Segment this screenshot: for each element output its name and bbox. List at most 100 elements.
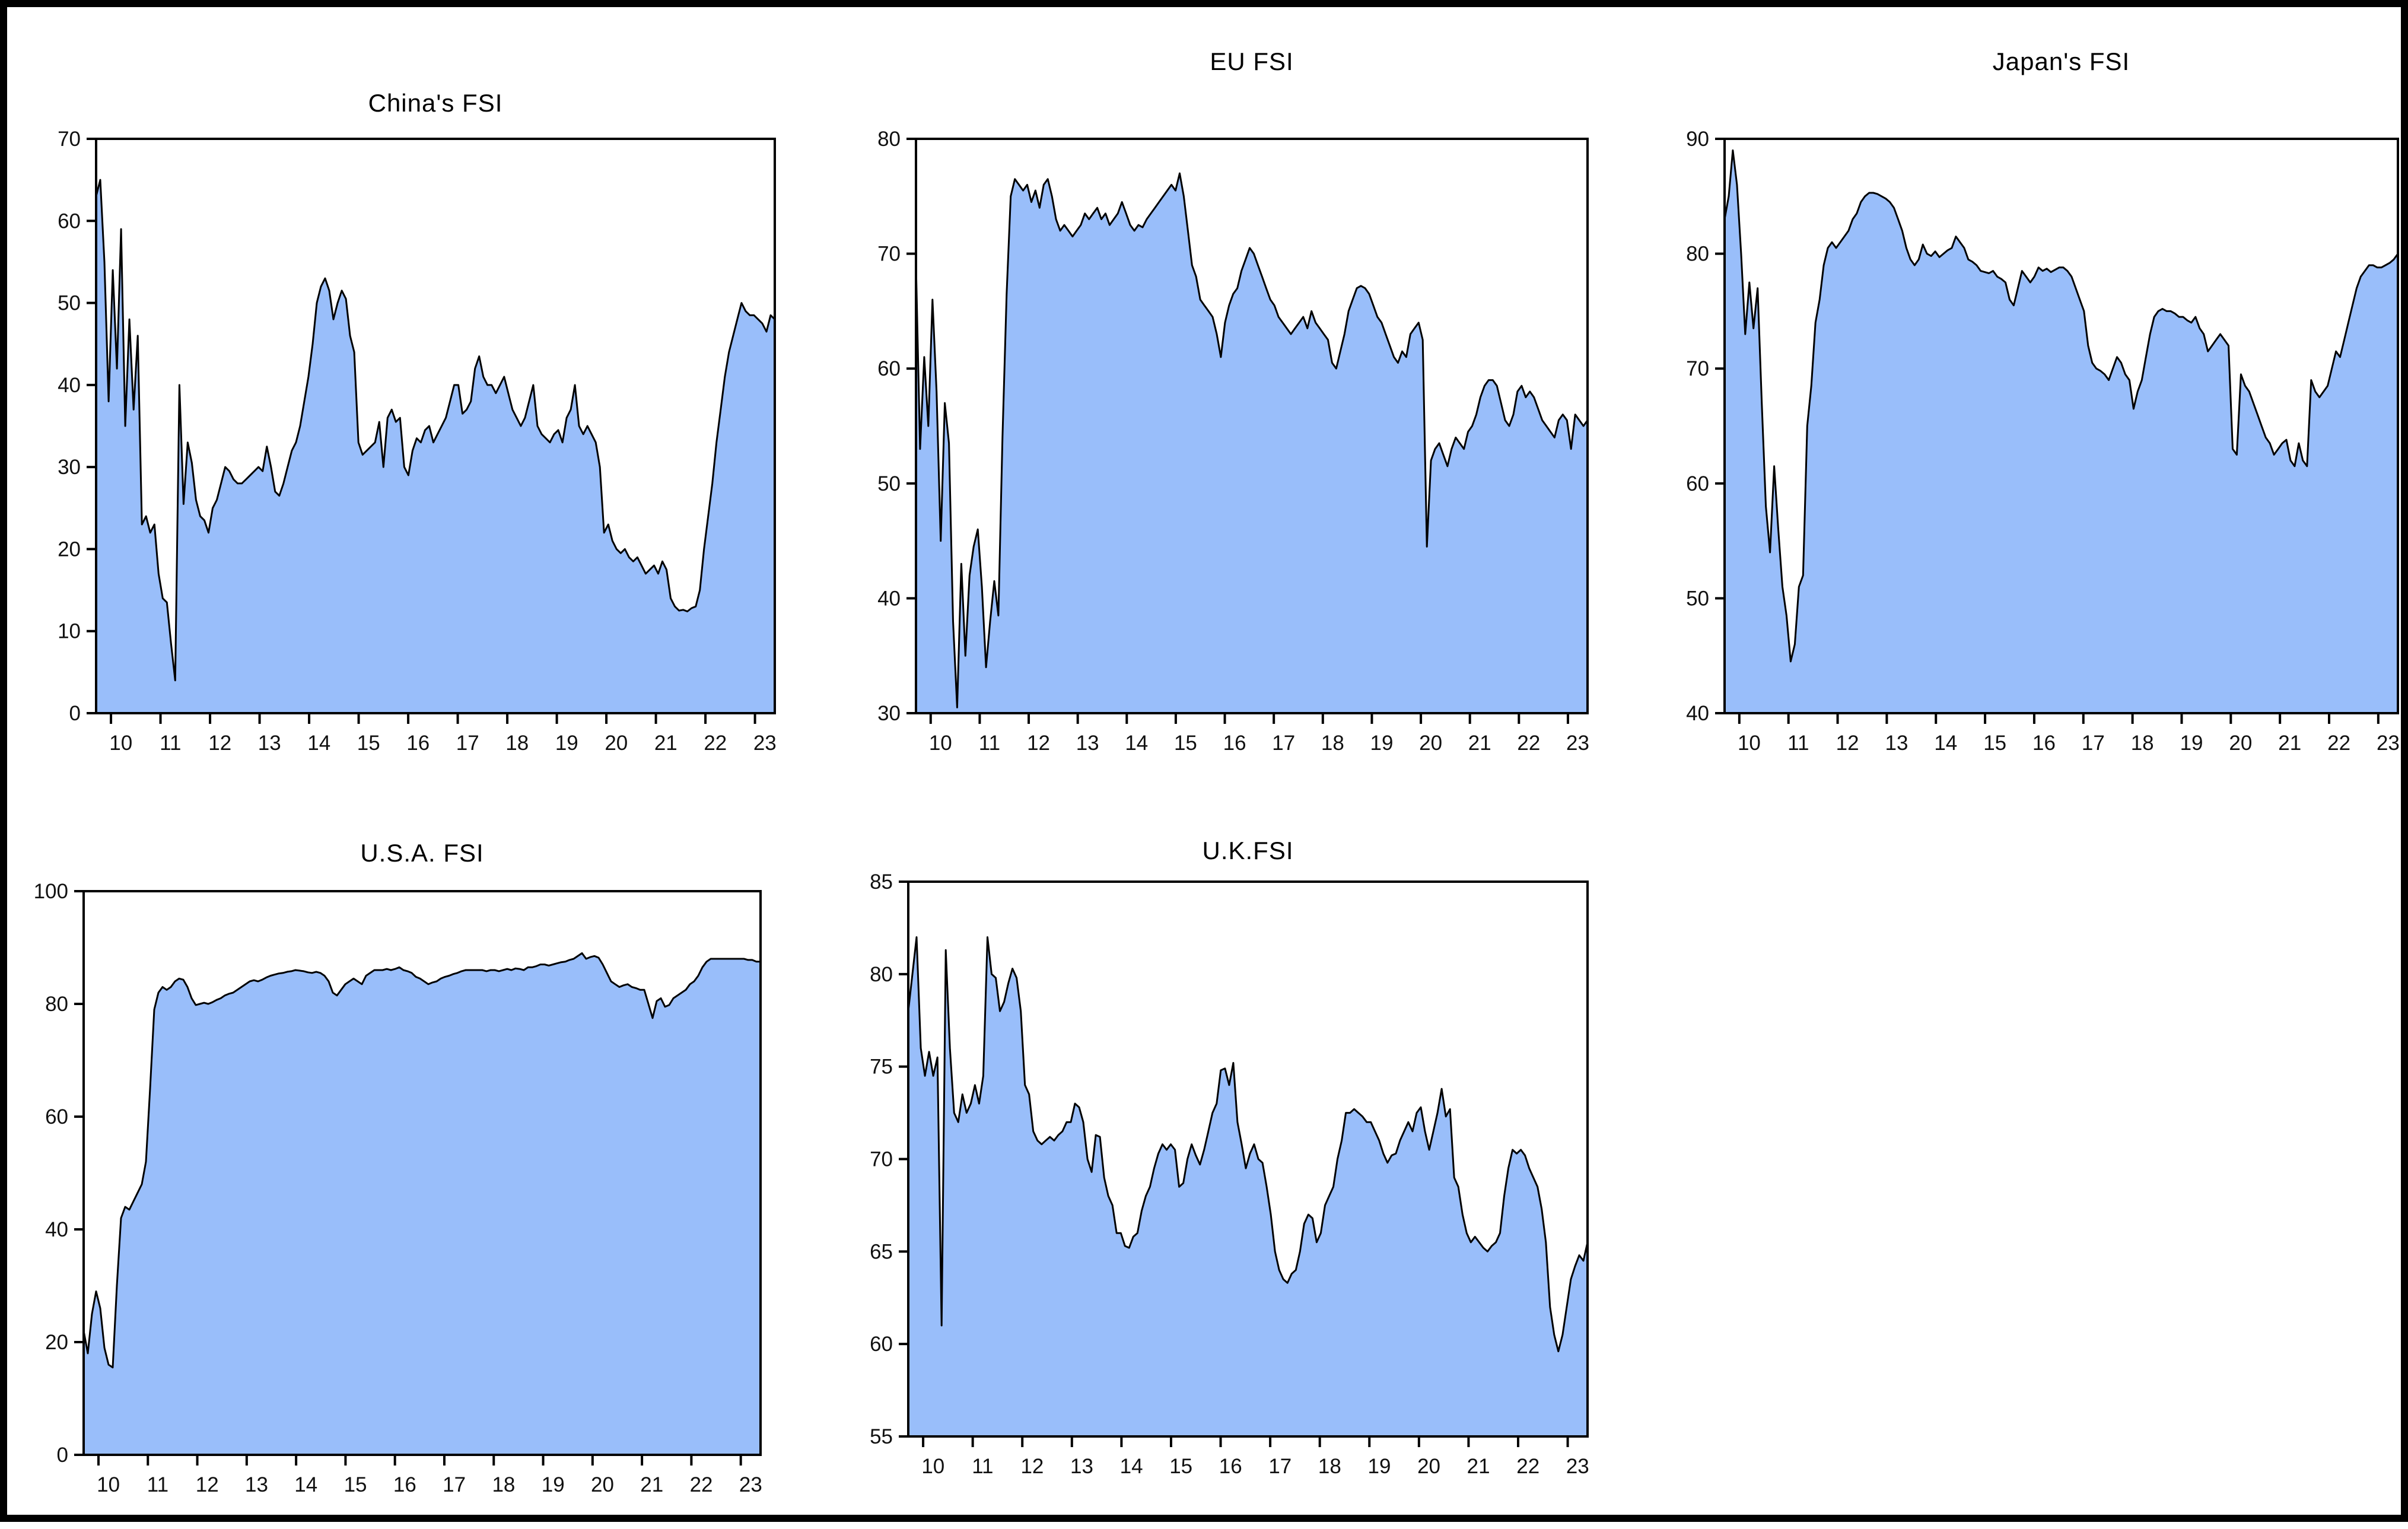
- svg-text:19: 19: [1368, 1455, 1391, 1478]
- chart-panel-japan-fsi: Japan's FSI 40 50 60 70 80 90 10 11 12 13 14 15 16 17…: [1662, 31, 2407, 796]
- svg-text:40: 40: [877, 587, 901, 610]
- svg-text:15: 15: [1174, 732, 1197, 755]
- usa-fsi-plot: 0 20 40 60 80 100 10 11 12 13 14 15 16 17 18 19 20 21 22 23: [34, 880, 762, 1496]
- svg-text:50: 50: [877, 472, 901, 495]
- svg-text:23: 23: [1566, 732, 1589, 755]
- svg-text:21: 21: [640, 1473, 663, 1496]
- svg-text:40: 40: [1686, 702, 1709, 725]
- svg-text:17: 17: [1268, 1455, 1292, 1478]
- svg-text:12: 12: [1836, 732, 1859, 755]
- svg-text:18: 18: [1321, 732, 1344, 755]
- svg-text:20: 20: [591, 1473, 614, 1496]
- svg-text:23: 23: [753, 732, 777, 755]
- svg-text:15: 15: [344, 1473, 367, 1496]
- svg-text:19: 19: [555, 732, 578, 755]
- svg-text:17: 17: [443, 1473, 466, 1496]
- svg-text:14: 14: [1120, 1455, 1143, 1478]
- svg-text:22: 22: [2327, 732, 2350, 755]
- svg-text:12: 12: [1027, 732, 1050, 755]
- svg-text:21: 21: [2278, 732, 2301, 755]
- svg-text:0: 0: [57, 1444, 68, 1467]
- svg-text:40: 40: [45, 1218, 68, 1241]
- svg-text:12: 12: [1020, 1455, 1044, 1478]
- svg-text:15: 15: [1169, 1455, 1192, 1478]
- svg-text:40: 40: [58, 374, 81, 397]
- svg-text:11: 11: [979, 732, 1000, 755]
- svg-text:10: 10: [109, 732, 132, 755]
- svg-text:14: 14: [294, 1473, 317, 1496]
- svg-text:80: 80: [877, 128, 901, 151]
- svg-text:21: 21: [1467, 1455, 1490, 1478]
- svg-text:10: 10: [58, 620, 81, 643]
- svg-text:16: 16: [1219, 1455, 1242, 1478]
- svg-text:17: 17: [456, 732, 479, 755]
- svg-text:100: 100: [34, 880, 68, 903]
- svg-text:13: 13: [1076, 732, 1099, 755]
- svg-text:21: 21: [1468, 732, 1491, 755]
- svg-text:50: 50: [58, 292, 81, 315]
- japan-fsi-plot: 40 50 60 70 80 90 10 11 12 13 14 15 16 17 18 19 20 21 22 23: [1686, 128, 2400, 755]
- svg-text:10: 10: [921, 1455, 944, 1478]
- svg-text:12: 12: [208, 732, 231, 755]
- svg-text:90: 90: [1686, 128, 1709, 151]
- svg-text:80: 80: [870, 963, 893, 986]
- eu-fsi-plot: 30 40 50 60 70 80 10 11 12 13 14 15 16 17 18 19 20 21 22 23: [877, 128, 1589, 755]
- svg-text:65: 65: [870, 1240, 893, 1263]
- svg-text:70: 70: [1686, 357, 1709, 380]
- svg-text:20: 20: [45, 1331, 68, 1354]
- svg-text:60: 60: [1686, 472, 1709, 495]
- svg-text:13: 13: [245, 1473, 268, 1496]
- svg-text:20: 20: [605, 732, 628, 755]
- svg-text:18: 18: [1318, 1455, 1341, 1478]
- svg-text:10: 10: [97, 1473, 120, 1496]
- svg-text:19: 19: [1370, 732, 1393, 755]
- svg-text:14: 14: [1934, 732, 1957, 755]
- svg-text:23: 23: [2377, 732, 2400, 755]
- svg-text:0: 0: [69, 702, 81, 725]
- svg-text:21: 21: [654, 732, 677, 755]
- svg-text:11: 11: [972, 1455, 993, 1478]
- svg-text:19: 19: [2180, 732, 2203, 755]
- svg-text:70: 70: [870, 1148, 893, 1171]
- svg-text:20: 20: [1417, 1455, 1440, 1478]
- svg-text:13: 13: [1885, 732, 1908, 755]
- svg-text:14: 14: [307, 732, 330, 755]
- svg-text:22: 22: [704, 732, 727, 755]
- svg-text:80: 80: [45, 993, 68, 1016]
- svg-text:75: 75: [870, 1056, 893, 1079]
- svg-text:60: 60: [45, 1105, 68, 1129]
- svg-text:22: 22: [1516, 1455, 1539, 1478]
- svg-text:17: 17: [1272, 732, 1295, 755]
- svg-text:23: 23: [1566, 1455, 1589, 1478]
- svg-text:11: 11: [160, 732, 181, 755]
- svg-text:85: 85: [870, 870, 893, 894]
- svg-text:10: 10: [1738, 732, 1761, 755]
- svg-text:20: 20: [2229, 732, 2252, 755]
- svg-text:30: 30: [877, 702, 901, 725]
- chart-title-usa: U.S.A. FSI: [360, 839, 484, 867]
- svg-text:20: 20: [58, 538, 81, 561]
- svg-text:80: 80: [1686, 243, 1709, 266]
- svg-text:18: 18: [492, 1473, 515, 1496]
- svg-text:30: 30: [58, 456, 81, 479]
- chart-title-china: China's FSI: [368, 89, 503, 117]
- chart-title-eu: EU FSI: [1210, 47, 1294, 75]
- svg-text:13: 13: [258, 732, 281, 755]
- svg-text:16: 16: [2032, 732, 2056, 755]
- uk-fsi-plot: 55 60 65 70 75 80 85 10 11 12 13 14 15 16 17 18 19 20 21 22…: [870, 870, 1589, 1478]
- svg-text:50: 50: [1686, 587, 1709, 610]
- chart-panel-eu-fsi: EU FSI 30 40 50 60 70 80 10 11 12 13 14 15 16 17 18 19 2…: [855, 31, 1621, 796]
- china-fsi-plot: 0 10 20 30 40 50 60 70 10 11 12 13 14 15 16 17 18 19 20 21 2…: [58, 128, 777, 755]
- svg-text:11: 11: [147, 1473, 168, 1496]
- svg-text:15: 15: [357, 732, 380, 755]
- svg-text:18: 18: [505, 732, 529, 755]
- chart-panel-uk-fsi: U.K.FSI 55 60 65 70 75 80 85 10 11 12 13 14 15 16 17 18…: [855, 826, 1621, 1529]
- chart-panel-china-fsi: China's FSI 0 10 20 30 40 50 60 70 10 11 12 13 14 15 1…: [31, 78, 808, 796]
- chart-title-japan: Japan's FSI: [1992, 47, 2130, 75]
- svg-text:19: 19: [542, 1473, 565, 1496]
- svg-text:22: 22: [690, 1473, 713, 1496]
- svg-text:14: 14: [1125, 732, 1148, 755]
- svg-text:16: 16: [393, 1473, 416, 1496]
- svg-text:13: 13: [1070, 1455, 1093, 1478]
